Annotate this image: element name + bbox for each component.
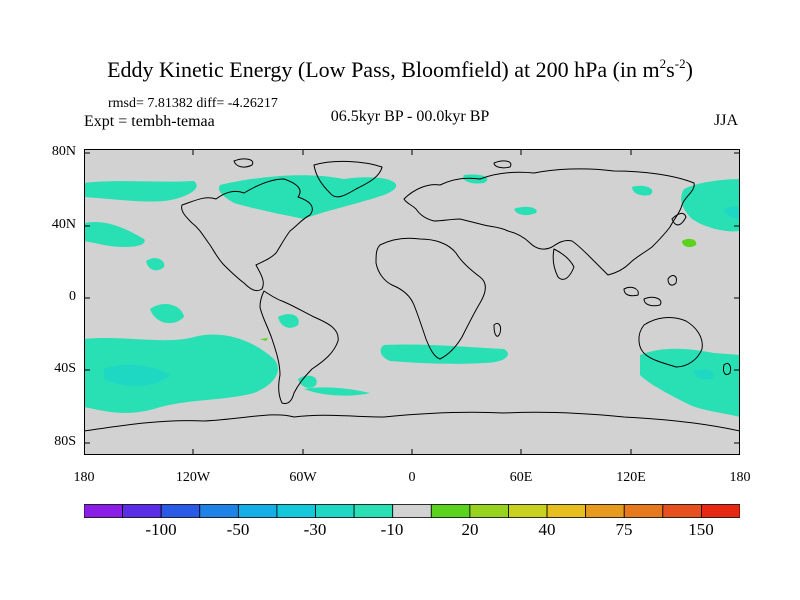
experiment-label: Expt = tembh-temaa — [84, 113, 215, 130]
lat-label-0: 0 — [69, 289, 76, 304]
colorbar-label-minus100: -100 — [145, 520, 177, 539]
lon-label-180w: 180 — [73, 470, 95, 485]
colorbar-box — [662, 504, 702, 518]
lon-label-60e: 60E — [509, 470, 533, 485]
lon-label-120w: 120W — [175, 470, 211, 485]
statistics-line: rmsd= 7.81382 diff= -4.26217 — [108, 96, 278, 111]
colorbar-box — [585, 504, 625, 518]
colorbar-box — [276, 504, 316, 518]
coastlines — [84, 158, 740, 455]
figure-title: Eddy Kinetic Energy (Low Pass, Bloomfiel… — [107, 56, 693, 82]
season-label: JJA — [714, 112, 739, 129]
colorbar-box — [430, 504, 471, 518]
colorbar-label-minus10: -10 — [380, 520, 404, 539]
colorbar-label-40: 40 — [538, 520, 556, 539]
colorbar-box — [546, 504, 587, 518]
colorbar-label-minus30: -30 — [303, 520, 327, 539]
stronger-anomaly-fill — [104, 206, 740, 387]
map-background — [84, 149, 740, 455]
lon-label-60w: 60W — [289, 470, 317, 485]
colorbar-label-75: 75 — [615, 520, 633, 539]
lon-label-120e: 120E — [616, 470, 646, 485]
colorbar-box — [701, 504, 740, 518]
colorbar-box — [392, 504, 432, 518]
colorbar-label-150: 150 — [688, 520, 714, 539]
colorbar-box — [199, 504, 239, 518]
colorbar-box — [122, 504, 162, 518]
colorbar-box — [623, 504, 664, 518]
colorbar-box — [160, 504, 201, 518]
colorbar-box — [315, 504, 355, 518]
lat-label-80s: 80S — [54, 434, 76, 449]
eke-anomaly-map — [84, 149, 740, 455]
period-label: 06.5kyr BP - 00.0kyr BP — [330, 108, 490, 125]
colorbar-box — [469, 504, 509, 518]
anomaly-fill — [84, 174, 740, 417]
colorbar-box — [84, 504, 123, 518]
colorbar-label-20: 20 — [461, 520, 479, 539]
lat-label-40s: 40S — [54, 361, 76, 376]
lat-label-40n: 40N — [51, 217, 76, 232]
map-ticks — [84, 149, 740, 455]
colorbar-box — [237, 504, 278, 518]
colorbar-label-minus50: -50 — [226, 520, 250, 539]
colorbar-box — [353, 504, 394, 518]
lon-label-0: 0 — [408, 470, 416, 485]
lon-label-180e: 180 — [729, 470, 751, 485]
positive-anomaly-fill — [682, 238, 697, 248]
colorbar-box — [508, 504, 548, 518]
lat-label-80n: 80N — [51, 144, 76, 159]
colorbar — [84, 504, 740, 518]
small-positive-spot — [260, 338, 268, 341]
